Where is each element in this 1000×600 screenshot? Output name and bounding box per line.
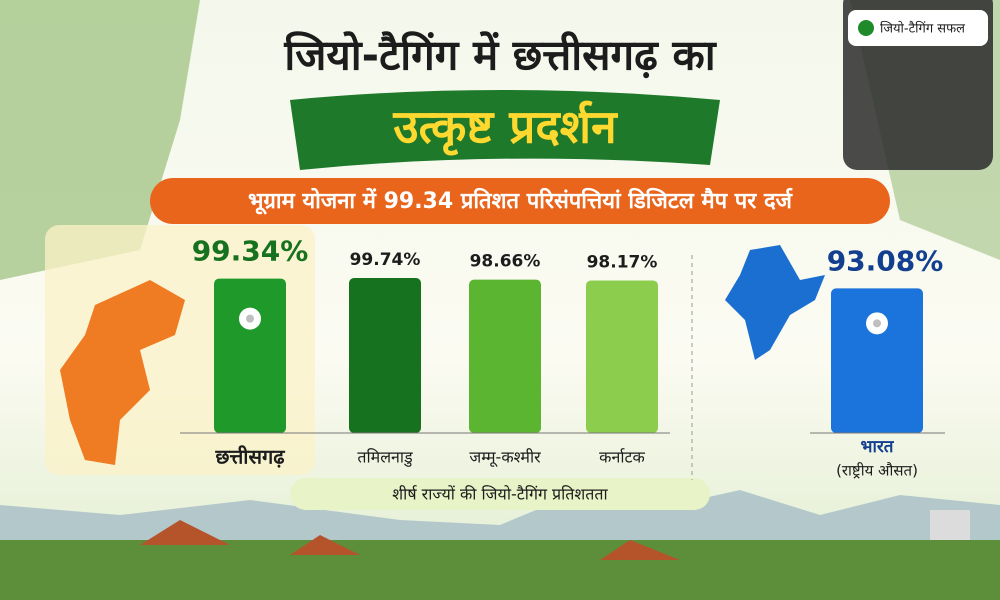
national-name: भारत xyxy=(861,437,895,457)
national-bar xyxy=(831,288,923,433)
pin-hole xyxy=(873,319,881,328)
pin-icon xyxy=(239,307,261,330)
badge-box xyxy=(848,10,988,46)
title-brush xyxy=(290,90,720,170)
plot: 99.34% छत्तीसगढ़ 99.74% तमिलनाडु 98.66% जम्मू… xyxy=(180,235,945,480)
badge-text: जियो-टैगिंग सफल xyxy=(880,21,965,37)
bar xyxy=(586,280,658,433)
chhattisgarh-map xyxy=(60,280,185,465)
pin-icon xyxy=(866,312,888,335)
water-tank xyxy=(930,510,970,540)
ground xyxy=(0,540,1000,600)
badge-check xyxy=(858,20,874,36)
category-label: जम्मू-कश्मीर xyxy=(469,448,541,468)
title-highlight: उत्कृष्ट प्रदर्शन xyxy=(392,100,618,157)
pin-hole xyxy=(246,314,254,323)
category-label: छत्तीसगढ़ xyxy=(214,445,285,469)
village-roofs xyxy=(140,520,680,560)
caption-pill xyxy=(290,478,710,510)
india-map xyxy=(725,245,825,360)
left-landscape xyxy=(0,0,200,280)
bar xyxy=(469,279,541,433)
value-label: 98.66% xyxy=(470,252,541,272)
category-label: तमिलनाडु xyxy=(357,448,413,468)
national-note: (राष्ट्रीय औसत) xyxy=(836,462,918,480)
value-label: 99.34% xyxy=(192,235,309,268)
subtitle: भूग्राम योजना में 99.34 प्रतिशत परिसंपत्… xyxy=(248,187,794,215)
title: जियो-टैगिंग में छत्तीसगढ़ का xyxy=(283,31,717,80)
value-label: 98.17% xyxy=(587,252,658,272)
value-label: 99.74% xyxy=(350,250,421,270)
chart-caption: शीर्ष राज्यों की जियो-टैगिंग प्रतिशतता xyxy=(392,485,608,504)
category-label: कर्नाटक xyxy=(599,448,645,467)
national-value-label: 93.08% xyxy=(827,244,944,277)
bar xyxy=(214,278,286,433)
subtitle-pill xyxy=(150,178,890,224)
bar xyxy=(349,278,421,433)
